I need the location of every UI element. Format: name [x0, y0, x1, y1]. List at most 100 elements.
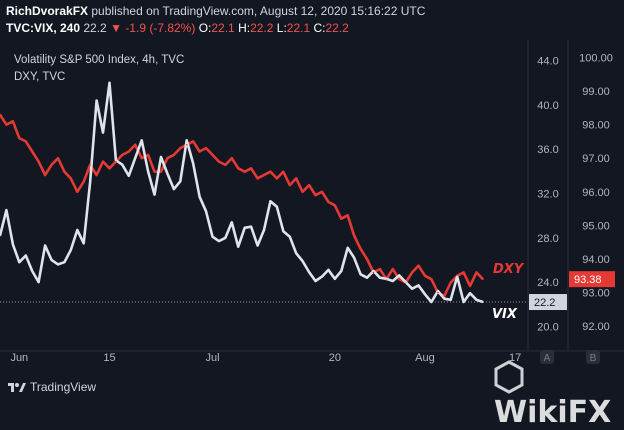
dxy-point — [334, 204, 336, 207]
vix-point — [256, 244, 259, 247]
dxy-point — [211, 154, 214, 156]
dxy-point — [424, 275, 426, 277]
dxy-point — [44, 174, 46, 176]
time-tick-label: Aug — [415, 352, 435, 364]
author-name[interactable]: RichDvorakFX — [6, 4, 89, 18]
time-tick-label: 20 — [329, 352, 341, 364]
vix-point — [359, 273, 362, 276]
dxy-point — [276, 177, 278, 180]
dxy-point — [314, 194, 317, 196]
scale-a-label: A — [544, 353, 551, 364]
scale-a-button[interactable] — [540, 350, 554, 364]
dxy-point — [437, 291, 439, 294]
watermark-text: WikiFX — [494, 394, 612, 430]
vix-tick-label: 44.0 — [537, 56, 558, 68]
vix-point — [37, 281, 40, 283]
dxy-point — [121, 154, 124, 156]
vix-point — [366, 276, 368, 279]
vix-point — [391, 280, 394, 282]
price-change: -1.9 (-7.82%) — [125, 21, 196, 35]
dxy-last-badge — [569, 271, 615, 288]
dxy-point — [95, 174, 98, 176]
dxy-point — [18, 137, 21, 139]
vix-point — [50, 259, 53, 261]
dxy-point — [218, 160, 220, 163]
low-value: 22.1 — [286, 21, 311, 35]
vix-point — [379, 276, 381, 279]
wikifx-watermark: WikiFX — [494, 358, 624, 430]
vix-point — [147, 170, 149, 173]
vix-line — [0, 81, 484, 304]
vix-point — [115, 159, 117, 162]
publish-info: RichDvorakFX published on TradingView.co… — [6, 4, 425, 18]
vix-point — [417, 284, 420, 287]
vix-point — [31, 270, 33, 272]
dxy-point — [5, 123, 8, 126]
dxy-point — [366, 258, 368, 260]
dxy-point — [134, 143, 137, 146]
dxy-tick-label: 94.00 — [582, 254, 610, 266]
chart-area[interactable]: 20.0 24.0 28.0 32.0 36.0 40.0 44.0 92.00 93.00 94… — [0, 0, 624, 406]
dxy-point — [224, 164, 227, 166]
tradingview-logo[interactable]: TradingView — [8, 380, 96, 394]
vix-point — [372, 270, 375, 272]
vix-point — [449, 299, 452, 301]
dxy-tick-label: 98.00 — [582, 120, 610, 132]
dxy-point — [288, 184, 291, 186]
dxy-point — [269, 170, 272, 173]
chart-title: Volatility S&P 500 Index, 4h, TVC — [14, 54, 184, 66]
vix-point — [192, 162, 194, 165]
vix-point — [173, 188, 175, 190]
vix-point — [24, 254, 27, 257]
dxy-point — [250, 167, 252, 170]
vix-tick-label: 28.0 — [537, 233, 558, 245]
symbol-label: TVC:VIX, 240 — [6, 21, 81, 35]
dxy-point — [50, 164, 53, 166]
dxy-point — [379, 268, 381, 270]
dxy-point — [359, 248, 362, 250]
vix-point — [95, 99, 98, 102]
vix-tick-label: 24.0 — [537, 277, 558, 289]
vix-point — [5, 209, 8, 211]
vix-point — [462, 301, 465, 303]
vix-point — [179, 180, 182, 183]
vix-point — [185, 139, 188, 142]
dxy-tick-label: 100.00 — [579, 52, 613, 64]
vix-point — [398, 274, 401, 277]
chart-subtitle: DXY, TVC — [14, 71, 65, 83]
dxy-point — [263, 174, 265, 176]
vix-point — [482, 301, 484, 303]
dxy-point — [108, 167, 111, 170]
dxy-point — [12, 120, 14, 123]
vix-point — [12, 243, 14, 246]
vix-point — [57, 263, 59, 266]
dxy-point — [147, 154, 149, 156]
vix-point — [314, 280, 317, 282]
dxy-line-label: DXY — [493, 262, 525, 277]
dxy-point — [308, 184, 310, 186]
vix-point — [276, 205, 278, 208]
vix-point — [340, 270, 343, 272]
dxy-point — [327, 201, 330, 203]
dxy-point — [398, 278, 401, 280]
dxy-point — [462, 271, 465, 274]
dxy-point — [70, 177, 72, 180]
vix-point — [153, 193, 156, 196]
dxy-last-badge-text: 93.38 — [574, 274, 602, 286]
scale-b-button[interactable] — [586, 350, 600, 364]
dxy-tick-label: 97.00 — [582, 153, 610, 165]
last-price: 22.2 — [83, 21, 107, 35]
vix-last-badge — [529, 294, 567, 311]
vix-point — [89, 181, 91, 184]
vix-tick-label: 20.0 — [537, 321, 558, 333]
vix-point — [198, 196, 201, 198]
vix-last-badge-text: 22.2 — [534, 297, 555, 309]
vix-point — [308, 271, 310, 273]
dxy-point — [192, 140, 194, 143]
dxy-point — [372, 271, 375, 274]
vix-point — [18, 261, 21, 263]
dxy-point — [115, 160, 117, 163]
dxy-point — [231, 157, 233, 160]
dxy-point — [153, 170, 156, 173]
time-tick-label: Jun — [10, 352, 28, 364]
